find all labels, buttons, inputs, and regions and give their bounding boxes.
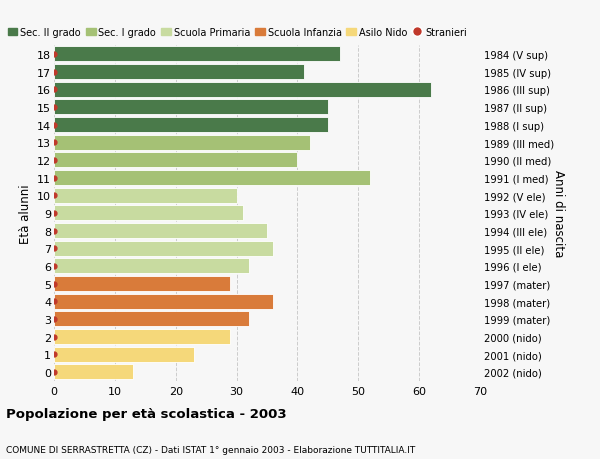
Y-axis label: Età alunni: Età alunni	[19, 184, 32, 243]
Bar	[54, 135, 310, 151]
Bar	[54, 259, 249, 274]
Bar	[54, 312, 249, 327]
Legend: Sec. II grado, Sec. I grado, Scuola Primaria, Scuola Infanzia, Asilo Nido, Stran: Sec. II grado, Sec. I grado, Scuola Prim…	[8, 28, 467, 38]
Bar	[54, 241, 273, 256]
Bar	[54, 171, 370, 185]
Bar	[54, 206, 242, 221]
Bar	[54, 330, 230, 344]
Bar	[54, 276, 230, 291]
Bar	[54, 83, 431, 97]
Bar	[54, 364, 133, 380]
Bar	[54, 47, 340, 62]
Bar	[54, 224, 267, 239]
Text: Popolazione per età scolastica - 2003: Popolazione per età scolastica - 2003	[6, 407, 287, 420]
Text: COMUNE DI SERRASTRETTA (CZ) - Dati ISTAT 1° gennaio 2003 - Elaborazione TUTTITAL: COMUNE DI SERRASTRETTA (CZ) - Dati ISTAT…	[6, 445, 415, 454]
Bar	[54, 65, 304, 80]
Bar	[54, 118, 328, 133]
Y-axis label: Anni di nascita: Anni di nascita	[553, 170, 565, 257]
Bar	[54, 294, 273, 309]
Bar	[54, 100, 328, 115]
Bar	[54, 153, 298, 168]
Bar	[54, 188, 236, 203]
Bar	[54, 347, 194, 362]
